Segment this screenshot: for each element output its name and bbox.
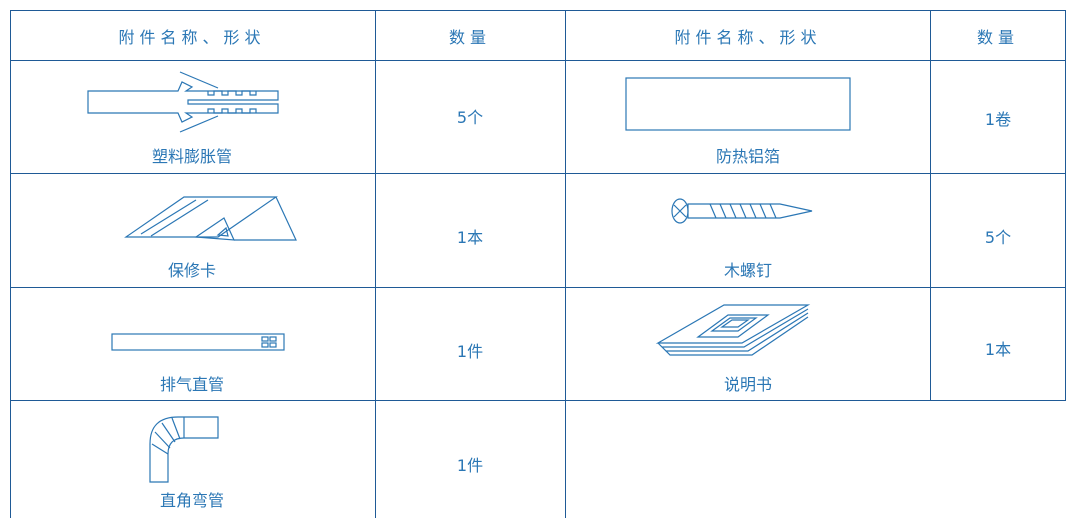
heat-foil-icon — [625, 77, 851, 131]
header-cell: 数量 — [976, 28, 1020, 47]
border — [10, 10, 1066, 11]
header-cell: 数量 — [448, 28, 492, 47]
item-quantity: 1件 — [456, 342, 484, 361]
border — [10, 10, 11, 518]
item-name: 木螺钉 — [723, 261, 773, 280]
item-quantity: 1本 — [984, 340, 1012, 359]
border — [1065, 10, 1066, 400]
item-name: 说明书 — [723, 375, 773, 394]
header-cell: 附件名称、形状 — [118, 28, 266, 47]
manual-icon — [655, 304, 811, 356]
plastic-anchor-icon — [87, 71, 279, 133]
border — [375, 10, 376, 518]
border — [930, 10, 931, 400]
border — [10, 173, 1066, 174]
item-quantity: 1本 — [456, 228, 484, 247]
wood-screw-icon — [671, 198, 813, 224]
item-name: 排气直管 — [159, 375, 225, 394]
exhaust-pipe-icon — [111, 333, 285, 351]
item-name: 保修卡 — [167, 261, 217, 280]
border — [10, 60, 1066, 61]
item-name: 塑料膨胀管 — [151, 147, 233, 166]
item-quantity: 1件 — [456, 456, 484, 475]
elbow-pipe-icon — [149, 416, 219, 483]
border — [565, 10, 566, 518]
warranty-card-icon — [124, 196, 297, 241]
border — [10, 400, 1066, 401]
item-quantity: 5个 — [984, 228, 1012, 247]
header-cell: 附件名称、形状 — [674, 28, 822, 47]
item-name: 直角弯管 — [159, 491, 225, 510]
item-quantity: 5个 — [456, 108, 484, 127]
item-name: 防热铝箔 — [715, 147, 781, 166]
item-quantity: 1卷 — [984, 110, 1012, 129]
border — [10, 287, 1066, 288]
